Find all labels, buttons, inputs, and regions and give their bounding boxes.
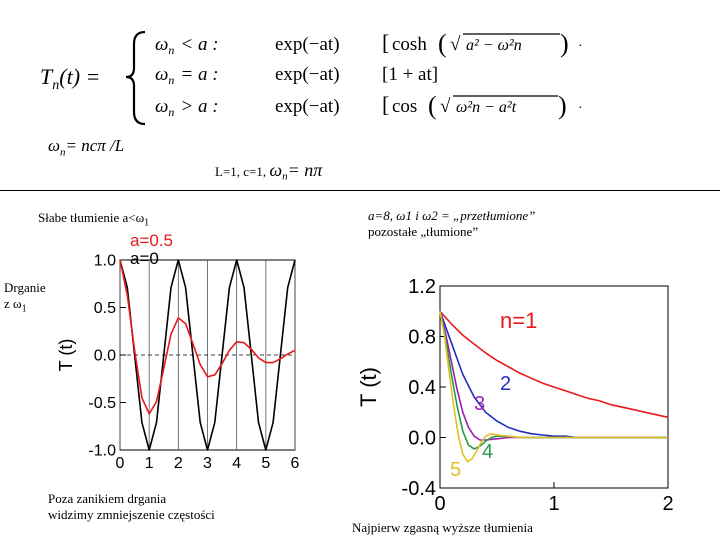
svg-text:(: (	[438, 29, 447, 58]
horizontal-divider	[0, 190, 720, 191]
svg-text:exp(−at): exp(−at)	[275, 34, 340, 55]
svg-text:√: √	[450, 34, 461, 55]
svg-text:[: [	[382, 30, 389, 55]
x-tick-label: 4	[232, 455, 241, 472]
annotation-a-0: a=0	[130, 249, 159, 268]
svg-text:exp(−at): exp(−at)	[275, 96, 340, 117]
formula-case-2: ωn = a : exp(−at) [1 + at]	[155, 64, 438, 87]
y-tick-label: 1.0	[94, 253, 116, 270]
svg-text:): )	[560, 29, 569, 58]
series-label-5: 5	[450, 459, 461, 481]
svg-text:·: ·	[578, 101, 583, 116]
right-bottom-note: Najpierw zgasną wyższe tłumienia	[352, 520, 533, 535]
y-tick-label: 0.4	[408, 377, 436, 399]
series-label-2: 2	[500, 373, 511, 395]
svg-text:ωn> a :: ωn > a :	[155, 96, 219, 119]
series-label-3: 3	[474, 393, 485, 415]
svg-text:ω²n − a²t: ω²n − a²t	[456, 99, 517, 116]
series-line-n1	[439, 310, 669, 419]
x-tick-label: 5	[261, 455, 270, 472]
svg-text:√: √	[440, 96, 451, 117]
y-tick-label: -1.0	[88, 443, 116, 460]
right-panel-caption: a=8, ω1 i ω2 = „przetłumione” pozostałe …	[368, 208, 536, 239]
svg-text:·: ·	[578, 39, 583, 54]
left-side-note: Drganie z ω1	[4, 280, 46, 315]
x-tick-label: 6	[291, 455, 300, 472]
svg-text:[1 + at]: [1 + at]	[382, 64, 438, 85]
y-tick-label: 1.2	[408, 276, 436, 298]
svg-text:[: [	[382, 92, 389, 117]
y-axis-label: T (t)	[56, 339, 76, 372]
formula-svg: Tn(t) = ωn < a : exp(−at) [ cosh ( √ a² −…	[40, 29, 583, 126]
series-line-4	[439, 311, 668, 450]
omega-definition: ωn= ncπ /L	[48, 136, 125, 159]
series-label-4: 4	[482, 441, 493, 463]
damped-solution-formula: Tn(t) = ωn < a : exp(−at) [ cosh ( √ a² −…	[30, 22, 590, 132]
underdamped-oscillation-chart: 0 1 2 3 4 5 6 1.0 0.5 0.0 -0.5 -1.0 T (t) a=0.5 a=0	[0, 228, 310, 483]
x-tick-label: 1	[145, 455, 154, 472]
left-bottom-note: Poza zanikiem drgania widzimy zmniejszen…	[48, 491, 215, 522]
svg-text:ωn< a :: ωn < a :	[155, 34, 219, 57]
formula-lhs: Tn(t) =	[40, 64, 100, 93]
svg-text:exp(−at): exp(−at)	[275, 64, 340, 85]
left-chart-svg: 0 1 2 3 4 5 6 1.0 0.5 0.0 -0.5 -1.0 T (t) a=0.5a=0	[56, 231, 300, 472]
x-tick-label: 0	[116, 455, 125, 472]
y-tick-label: 0.8	[408, 327, 436, 349]
series-line-3	[439, 311, 668, 441]
series-line-5	[439, 311, 668, 463]
x-tick-label: 0	[434, 493, 445, 515]
svg-text:cos: cos	[392, 96, 417, 117]
series-label-1: n=1	[500, 308, 537, 333]
formula-brace	[125, 30, 146, 126]
mode-decay-chart: 0 1 2 1.2 0.8 0.4 0.0 -0.4 T (t) n=1 2 3 4 5	[350, 238, 690, 523]
x-tick-label: 2	[174, 455, 183, 472]
svg-text:ωn= a :: ωn = a :	[155, 64, 219, 87]
y-tick-label: -0.4	[402, 478, 436, 500]
y-tick-label: 0.0	[408, 428, 436, 450]
svg-text:): )	[558, 91, 567, 120]
left-panel-caption: Słabe tłumienie a<ω1	[38, 210, 150, 229]
annotation-a-05: a=0.5	[130, 231, 173, 250]
svg-text:cosh: cosh	[392, 34, 427, 55]
series-line-2	[439, 311, 668, 439]
case-parameters: L=1, c=1, ωn= nπ	[215, 160, 323, 183]
x-tick-label: 3	[203, 455, 212, 472]
svg-text:a² − ω²n: a² − ω²n	[466, 37, 522, 54]
x-tick-label: 2	[662, 493, 673, 515]
series-line-a05	[119, 259, 296, 415]
formula-case-3: ωn > a : exp(−at) [ cos ( √ ω²n − a²t ) ·	[155, 91, 583, 120]
series-line-a0	[119, 259, 296, 451]
formula-case-1: ωn < a : exp(−at) [ cosh ( √ a² − ω²n ) ·	[155, 29, 583, 58]
y-tick-label: -0.5	[88, 395, 116, 412]
x-tick-label: 1	[548, 493, 559, 515]
y-axis-label: T (t)	[356, 367, 381, 407]
y-tick-label: 0.0	[94, 348, 116, 365]
y-tick-label: 0.5	[94, 300, 116, 317]
svg-text:(: (	[428, 91, 437, 120]
